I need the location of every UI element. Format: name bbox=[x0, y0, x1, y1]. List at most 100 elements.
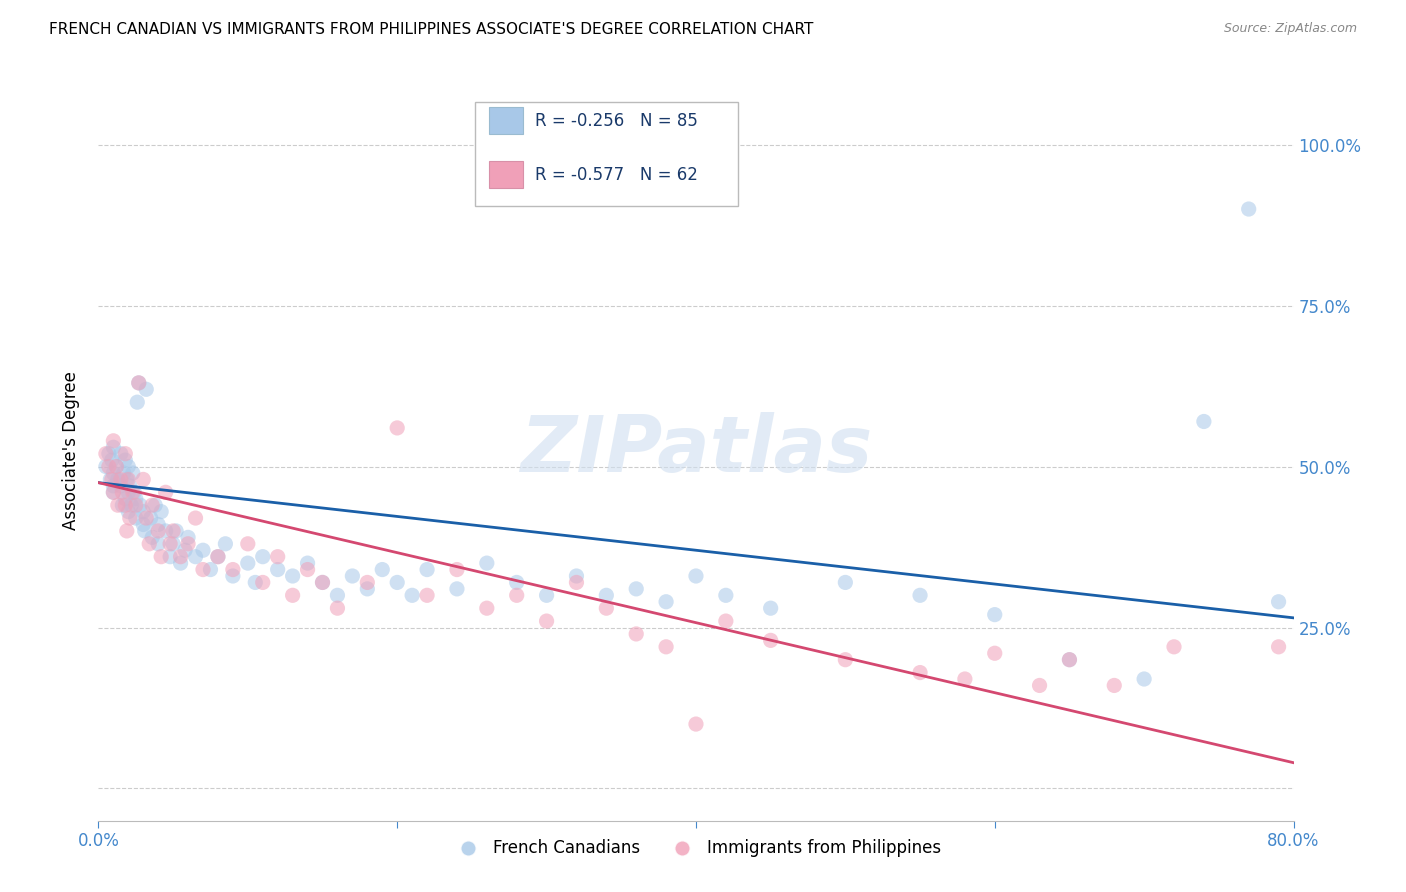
Point bbox=[565, 575, 588, 590]
Point bbox=[111, 485, 134, 500]
Point bbox=[155, 485, 177, 500]
Point bbox=[252, 549, 274, 564]
Point bbox=[135, 382, 157, 396]
Point bbox=[371, 563, 394, 577]
Point bbox=[714, 614, 737, 628]
Point bbox=[416, 563, 439, 577]
Text: ZIPatlas: ZIPatlas bbox=[520, 412, 872, 489]
Point bbox=[162, 524, 184, 538]
Point bbox=[129, 498, 152, 512]
Point bbox=[110, 479, 132, 493]
Point bbox=[759, 633, 782, 648]
Point bbox=[685, 717, 707, 731]
Point bbox=[110, 447, 132, 461]
Point bbox=[155, 524, 177, 538]
Point bbox=[565, 569, 588, 583]
Point bbox=[117, 459, 139, 474]
Point bbox=[222, 563, 245, 577]
Point bbox=[1059, 653, 1081, 667]
Point bbox=[953, 672, 976, 686]
Point bbox=[118, 479, 141, 493]
Point bbox=[103, 440, 125, 454]
Point bbox=[416, 588, 439, 602]
Bar bbox=[489, 107, 523, 134]
Point bbox=[834, 653, 856, 667]
Point bbox=[177, 530, 200, 544]
FancyBboxPatch shape bbox=[475, 103, 738, 206]
Point bbox=[1059, 653, 1081, 667]
Point bbox=[114, 491, 136, 506]
Text: FRENCH CANADIAN VS IMMIGRANTS FROM PHILIPPINES ASSOCIATE'S DEGREE CORRELATION CH: FRENCH CANADIAN VS IMMIGRANTS FROM PHILI… bbox=[49, 22, 814, 37]
Point bbox=[148, 517, 170, 532]
Point bbox=[128, 376, 150, 390]
Point bbox=[311, 575, 333, 590]
Point bbox=[117, 485, 139, 500]
Point bbox=[626, 582, 648, 596]
Point bbox=[984, 646, 1007, 660]
Point bbox=[834, 575, 856, 590]
Point bbox=[105, 459, 128, 474]
Point bbox=[121, 485, 143, 500]
Point bbox=[107, 472, 129, 486]
Point bbox=[114, 498, 136, 512]
Point bbox=[1163, 640, 1185, 654]
Point bbox=[252, 575, 274, 590]
Point bbox=[908, 665, 931, 680]
Point bbox=[125, 498, 148, 512]
Point bbox=[446, 563, 468, 577]
Point bbox=[111, 498, 134, 512]
Point bbox=[207, 549, 229, 564]
Point bbox=[536, 588, 558, 602]
Point bbox=[184, 549, 207, 564]
Point bbox=[506, 575, 529, 590]
Point bbox=[125, 511, 148, 525]
Point bbox=[207, 549, 229, 564]
Point bbox=[94, 447, 117, 461]
Point bbox=[150, 505, 173, 519]
Point bbox=[759, 601, 782, 615]
Point bbox=[97, 459, 120, 474]
Point bbox=[115, 472, 138, 486]
Point bbox=[245, 575, 267, 590]
Point bbox=[214, 537, 236, 551]
Point bbox=[1192, 415, 1215, 429]
Point bbox=[148, 524, 170, 538]
Point bbox=[103, 434, 125, 448]
Point bbox=[908, 588, 931, 602]
Point bbox=[101, 453, 124, 467]
Point bbox=[714, 588, 737, 602]
Point bbox=[1104, 678, 1126, 692]
Point bbox=[177, 537, 200, 551]
Point bbox=[105, 459, 128, 474]
Point bbox=[326, 588, 349, 602]
Point bbox=[141, 498, 163, 512]
Point bbox=[297, 563, 319, 577]
Point bbox=[236, 537, 259, 551]
Point bbox=[150, 549, 173, 564]
Point bbox=[128, 376, 150, 390]
Point bbox=[174, 543, 197, 558]
Bar bbox=[489, 161, 523, 187]
Point bbox=[326, 601, 349, 615]
Point bbox=[222, 569, 245, 583]
Point bbox=[114, 447, 136, 461]
Point bbox=[103, 485, 125, 500]
Text: R = -0.577   N = 62: R = -0.577 N = 62 bbox=[534, 166, 697, 184]
Point bbox=[98, 472, 122, 486]
Text: Source: ZipAtlas.com: Source: ZipAtlas.com bbox=[1223, 22, 1357, 36]
Point bbox=[165, 524, 187, 538]
Point bbox=[134, 524, 156, 538]
Point bbox=[125, 491, 148, 506]
Point bbox=[112, 466, 135, 480]
Point bbox=[536, 614, 558, 628]
Point bbox=[685, 569, 707, 583]
Point bbox=[127, 395, 149, 409]
Y-axis label: Associate's Degree: Associate's Degree bbox=[62, 371, 80, 530]
Point bbox=[115, 524, 138, 538]
Point bbox=[1028, 678, 1050, 692]
Point bbox=[356, 582, 378, 596]
Point bbox=[121, 466, 143, 480]
Point bbox=[135, 511, 157, 525]
Point bbox=[114, 453, 136, 467]
Point bbox=[342, 569, 364, 583]
